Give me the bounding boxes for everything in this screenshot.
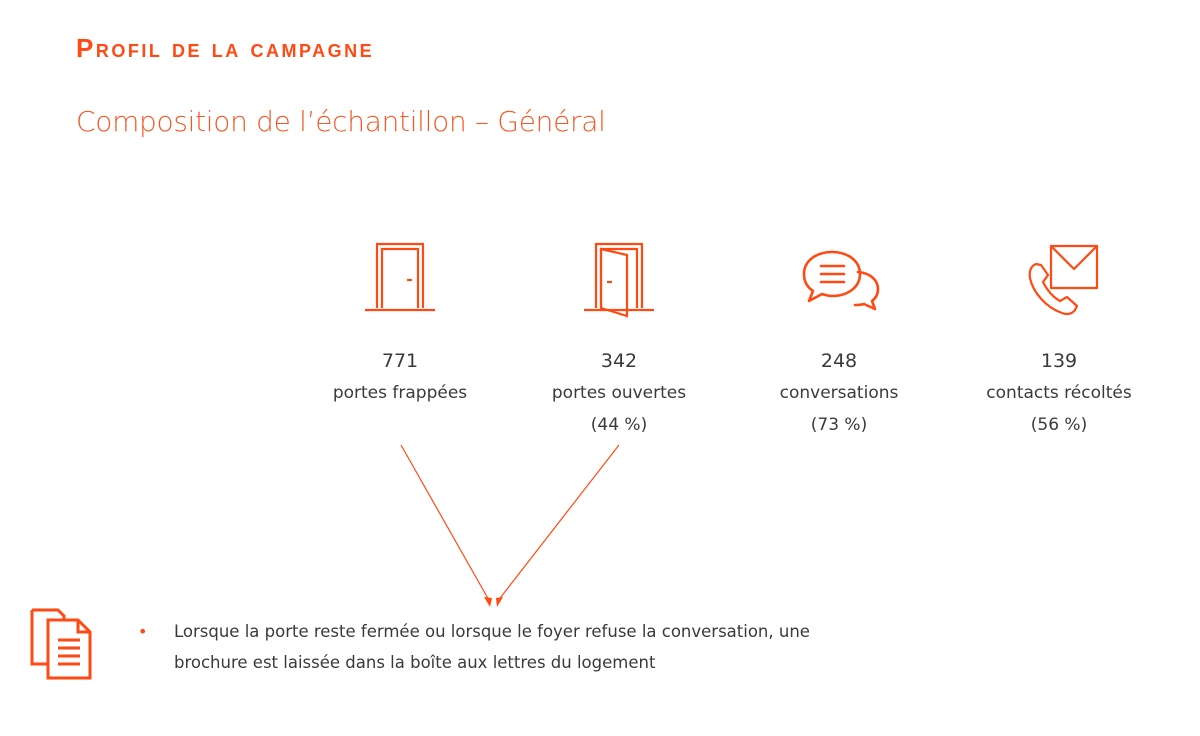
stat-label: conversations: [779, 383, 899, 403]
arrow-head-left: [484, 597, 492, 607]
documents-icon: [30, 608, 92, 680]
stat-percent: (73 %): [810, 415, 868, 435]
stat-label: portes frappées: [332, 383, 468, 403]
stat-doors-knocked: 771 portes frappées: [290, 236, 510, 403]
stat-label: portes ouvertes: [551, 383, 687, 403]
closed-door-icon: [365, 242, 435, 312]
stat-number: 771: [381, 350, 419, 372]
stat-number: 342: [600, 350, 638, 372]
page-subtitle: Composition de l’échantillon – Général: [76, 105, 606, 138]
bullet-point: •: [138, 622, 148, 641]
stat-percent: (56 %): [1030, 415, 1088, 435]
stat-number: 248: [820, 350, 858, 372]
stat-conversations: 248 conversations (73 %): [729, 236, 949, 435]
stat-doors-opened: 342 portes ouvertes (44 %): [509, 236, 729, 435]
note-text: Lorsque la porte reste fermée ou lorsque…: [174, 622, 810, 672]
stat-label: contacts récoltés: [986, 383, 1132, 403]
open-door-icon: [584, 242, 654, 318]
arrow-head-right: [496, 597, 503, 607]
stat-percent: (44 %): [590, 415, 648, 435]
phone-envelope-icon: [1028, 244, 1099, 316]
page-title: Profil de la campagne: [76, 33, 375, 63]
stat-number: 139: [1040, 350, 1078, 372]
arrow-from-doors-opened: [496, 444, 620, 603]
arrow-from-doors-knocked: [400, 444, 491, 603]
speech-bubbles-icon: [802, 250, 880, 311]
stat-contacts: 139 contacts récoltés (56 %): [949, 236, 1169, 435]
